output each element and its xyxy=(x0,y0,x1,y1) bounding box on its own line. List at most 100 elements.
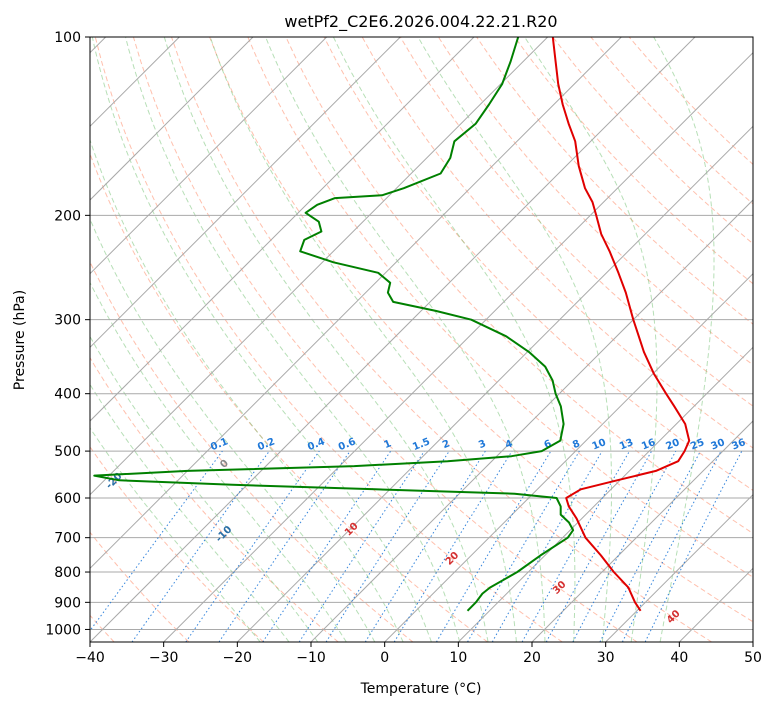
mixing-ratio-line xyxy=(545,450,653,642)
moist-adiabat xyxy=(90,383,290,642)
moist-adiabat xyxy=(125,37,461,642)
mixing-ratio-lines xyxy=(90,450,743,642)
dry-adiabat xyxy=(399,37,753,407)
y-tick-label: 1000 xyxy=(45,622,81,638)
x-tick-label: 50 xyxy=(744,650,762,666)
x-tick-label: 0 xyxy=(380,650,389,666)
isobars xyxy=(90,37,753,630)
chart-title: wetPf2_C2E6.2026.004.22.21.R20 xyxy=(284,12,557,32)
x-axis-label: Temperature (°C) xyxy=(360,681,482,697)
isotherm xyxy=(310,199,753,642)
moist-adiabat xyxy=(163,37,489,642)
mixing-ratio-line xyxy=(90,450,223,632)
mixing-ratio-line xyxy=(131,450,270,642)
isotherm xyxy=(90,37,549,496)
mixing-ratio-label: 36 xyxy=(730,437,747,452)
plot-area: 0.1 0.2 0.4 0.6 1 1.5 2 3 4 6 8 10 13 16 20 25 30 36-20-1… xyxy=(90,37,753,642)
dry-adiabat xyxy=(90,446,264,642)
mixing-ratio-line xyxy=(325,450,450,642)
y-tick-label: 700 xyxy=(54,531,81,547)
profiles xyxy=(93,37,691,612)
y-tick-label: 500 xyxy=(54,444,81,460)
isotherm xyxy=(90,37,622,570)
isotherm xyxy=(605,493,753,642)
x-tick-label: 30 xyxy=(597,650,615,666)
mixing-ratio-line xyxy=(521,450,630,642)
dry-adiabat xyxy=(132,37,638,642)
mixing-ratio-label: 16 xyxy=(640,437,657,452)
moist-adiabat xyxy=(653,37,715,642)
dry-adiabat xyxy=(90,356,339,642)
isotherm xyxy=(163,51,753,642)
moist-adiabat xyxy=(332,37,576,642)
mixing-ratio-line xyxy=(218,450,351,642)
moist-adiabat xyxy=(265,37,546,642)
y-tick-label: 400 xyxy=(54,387,81,403)
y-tick-label: 800 xyxy=(54,565,81,581)
y-tick-label: 300 xyxy=(54,313,81,329)
y-axis-label: Pressure (hPa) xyxy=(12,290,28,390)
moist-adiabat xyxy=(209,37,517,642)
dry-adiabat xyxy=(171,37,712,642)
moist-adiabat xyxy=(524,37,658,642)
y-tick-label: 100 xyxy=(54,30,81,46)
x-tick-label: −40 xyxy=(75,650,105,666)
isotherm xyxy=(90,37,696,642)
moist-adiabats xyxy=(90,37,715,642)
dewpoint-profile xyxy=(93,37,575,612)
mixing-ratio-label: 30 xyxy=(710,437,727,452)
mixing-ratio-label: 13 xyxy=(618,437,635,452)
mixing-ratio-label: 2 xyxy=(441,438,452,451)
dry-adiabat xyxy=(209,37,753,623)
dry-adiabat xyxy=(437,37,753,366)
y-tick-label: 900 xyxy=(54,595,81,611)
y-tick-label: 200 xyxy=(54,208,81,224)
dry-adiabat xyxy=(285,37,753,535)
mixing-ratio-label: 10 xyxy=(591,437,608,452)
dry-adiabats xyxy=(90,37,753,642)
x-tick-label: 10 xyxy=(449,650,467,666)
isotherm xyxy=(90,37,475,422)
dry-adiabat xyxy=(90,531,190,642)
x-tick-label: −30 xyxy=(149,650,179,666)
y-tick-label: 600 xyxy=(54,491,81,507)
isotherm xyxy=(384,272,753,642)
dry-adiabat xyxy=(514,37,753,285)
mixing-ratio-line xyxy=(262,450,392,642)
isotherm xyxy=(90,37,401,349)
isotherm xyxy=(90,37,328,275)
moist-adiabat xyxy=(91,37,432,642)
isotherm xyxy=(236,125,753,642)
dry-adiabat xyxy=(94,37,563,642)
x-tick-label: 20 xyxy=(523,650,541,666)
moist-adiabat xyxy=(90,217,376,642)
isotherm xyxy=(531,420,753,642)
mixing-ratio-label: 8 xyxy=(571,438,582,451)
mixing-ratio-label: 20 xyxy=(664,437,681,452)
isotherm xyxy=(90,37,254,201)
dry-adiabat xyxy=(90,152,488,642)
temperature-profile xyxy=(551,37,691,612)
mixing-ratio-label: 4 xyxy=(504,438,515,451)
x-tick-label: −20 xyxy=(223,650,253,666)
moist-adiabat xyxy=(90,281,347,642)
moist-adiabat xyxy=(417,37,612,642)
plot-frame xyxy=(89,36,754,643)
mixing-ratio-label: 6 xyxy=(543,438,554,451)
mixing-ratio-line xyxy=(185,450,320,642)
mixing-ratio-label: 25 xyxy=(689,437,706,452)
mixing-ratio-line xyxy=(393,450,513,642)
mixing-ratio-label: 1 xyxy=(382,438,393,451)
x-tick-label: 40 xyxy=(670,650,688,666)
isotherm xyxy=(457,346,753,642)
mixing-ratio-line xyxy=(572,450,677,642)
isotherms xyxy=(90,37,753,642)
dry-adiabat xyxy=(247,37,753,578)
mixing-ratio-line xyxy=(644,450,743,642)
x-tick-label: −10 xyxy=(296,650,326,666)
mixing-ratio-line xyxy=(298,450,425,642)
mixing-ratio-label: 3 xyxy=(477,438,488,451)
x-axis: −40 −30 −20 −10 0 10 20 30 40 50 xyxy=(75,642,762,666)
